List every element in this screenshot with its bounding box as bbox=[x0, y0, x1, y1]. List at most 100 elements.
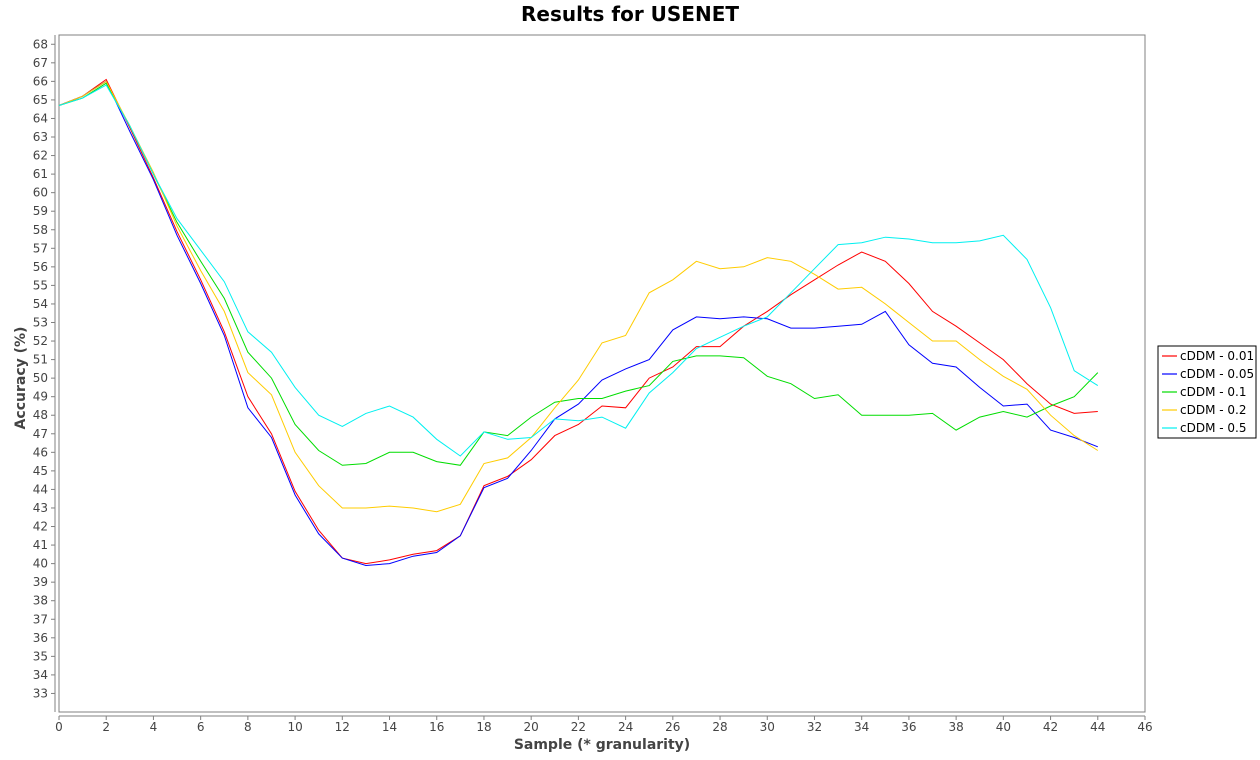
data-point bbox=[1073, 370, 1075, 372]
data-point bbox=[152, 178, 154, 180]
data-point bbox=[1002, 234, 1004, 236]
data-point bbox=[648, 392, 650, 394]
x-tick-label: 4 bbox=[150, 720, 158, 734]
data-point bbox=[129, 130, 131, 132]
data-point bbox=[365, 564, 367, 566]
x-tick-label: 2 bbox=[102, 720, 110, 734]
data-point bbox=[341, 425, 343, 427]
data-point bbox=[955, 242, 957, 244]
x-tick-label: 6 bbox=[197, 720, 205, 734]
data-point bbox=[837, 243, 839, 245]
data-point bbox=[294, 423, 296, 425]
y-tick-label: 57 bbox=[33, 241, 48, 255]
data-point bbox=[601, 416, 603, 418]
y-tick-label: 36 bbox=[33, 631, 48, 645]
legend-entry: cDDM - 0.5 bbox=[1180, 421, 1246, 435]
y-axis-label: Accuracy (%) bbox=[13, 327, 29, 430]
data-point bbox=[483, 431, 485, 433]
legend-entry: cDDM - 0.2 bbox=[1180, 403, 1246, 417]
data-point bbox=[813, 327, 815, 329]
data-point bbox=[1073, 434, 1075, 436]
data-point bbox=[860, 251, 862, 253]
data-point bbox=[766, 256, 768, 258]
data-point bbox=[1002, 358, 1004, 360]
data-point bbox=[577, 403, 579, 405]
data-point bbox=[742, 316, 744, 318]
data-point bbox=[790, 383, 792, 385]
y-tick-label: 56 bbox=[33, 260, 48, 274]
data-point bbox=[884, 414, 886, 416]
y-tick-label: 52 bbox=[33, 334, 48, 348]
data-point bbox=[695, 355, 697, 357]
data-point bbox=[317, 485, 319, 487]
data-point bbox=[388, 562, 390, 564]
data-point bbox=[176, 225, 178, 227]
chart-title: Results for USENET bbox=[520, 2, 739, 26]
data-point bbox=[1073, 412, 1075, 414]
data-point bbox=[979, 416, 981, 418]
data-point bbox=[294, 494, 296, 496]
data-point bbox=[601, 342, 603, 344]
data-point bbox=[695, 347, 697, 349]
x-tick-label: 32 bbox=[807, 720, 822, 734]
x-tick-label: 38 bbox=[948, 720, 963, 734]
data-point bbox=[719, 268, 721, 270]
data-point bbox=[742, 357, 744, 359]
legend-entry: cDDM - 0.05 bbox=[1180, 367, 1254, 381]
data-point bbox=[884, 236, 886, 238]
series-line-4 bbox=[58, 80, 1099, 513]
y-tick-label: 38 bbox=[33, 594, 48, 608]
data-point bbox=[554, 401, 556, 403]
data-point bbox=[223, 334, 225, 336]
data-point bbox=[1049, 405, 1051, 407]
data-point bbox=[979, 358, 981, 360]
data-point bbox=[459, 535, 461, 537]
data-point bbox=[1002, 405, 1004, 407]
data-point bbox=[672, 329, 674, 331]
data-point bbox=[1026, 258, 1028, 260]
x-tick-label: 34 bbox=[854, 720, 869, 734]
data-point bbox=[1097, 449, 1099, 451]
data-point bbox=[81, 97, 83, 99]
data-point bbox=[506, 477, 508, 479]
data-point bbox=[270, 351, 272, 353]
data-point bbox=[979, 240, 981, 242]
data-point bbox=[837, 288, 839, 290]
data-point bbox=[884, 260, 886, 262]
data-point bbox=[412, 416, 414, 418]
data-point bbox=[624, 334, 626, 336]
data-point bbox=[719, 355, 721, 357]
data-point bbox=[554, 418, 556, 420]
data-point bbox=[483, 486, 485, 488]
data-point bbox=[672, 371, 674, 373]
data-point bbox=[412, 451, 414, 453]
data-point bbox=[223, 297, 225, 299]
data-point bbox=[247, 351, 249, 353]
data-point bbox=[176, 234, 178, 236]
x-axis-ticks: 0 2 4 6 8 10 12 14 16 18 20 22 24 26 28 30 32 34 36 38 40 42 4… bbox=[55, 716, 1153, 734]
data-point bbox=[813, 268, 815, 270]
data-point bbox=[1026, 416, 1028, 418]
data-point bbox=[459, 503, 461, 505]
series-layer bbox=[58, 78, 1099, 567]
data-point bbox=[955, 366, 957, 368]
data-point bbox=[341, 557, 343, 559]
data-point bbox=[1073, 395, 1075, 397]
data-point bbox=[931, 340, 933, 342]
data-point bbox=[176, 217, 178, 219]
data-point bbox=[624, 407, 626, 409]
data-point bbox=[247, 371, 249, 373]
x-tick-label: 44 bbox=[1090, 720, 1105, 734]
data-point bbox=[695, 316, 697, 318]
data-point bbox=[577, 397, 579, 399]
data-point bbox=[247, 331, 249, 333]
x-tick-label: 0 bbox=[55, 720, 63, 734]
y-axis-ticks: 33 34 35 36 37 38 39 40 41 42 43 44 45 46 47 48 49 50 51 52… bbox=[33, 37, 55, 700]
data-point bbox=[813, 273, 815, 275]
data-point bbox=[979, 386, 981, 388]
data-point bbox=[388, 559, 390, 561]
data-point bbox=[790, 260, 792, 262]
data-point bbox=[908, 321, 910, 323]
y-tick-label: 61 bbox=[33, 167, 48, 181]
y-tick-label: 59 bbox=[33, 204, 48, 218]
